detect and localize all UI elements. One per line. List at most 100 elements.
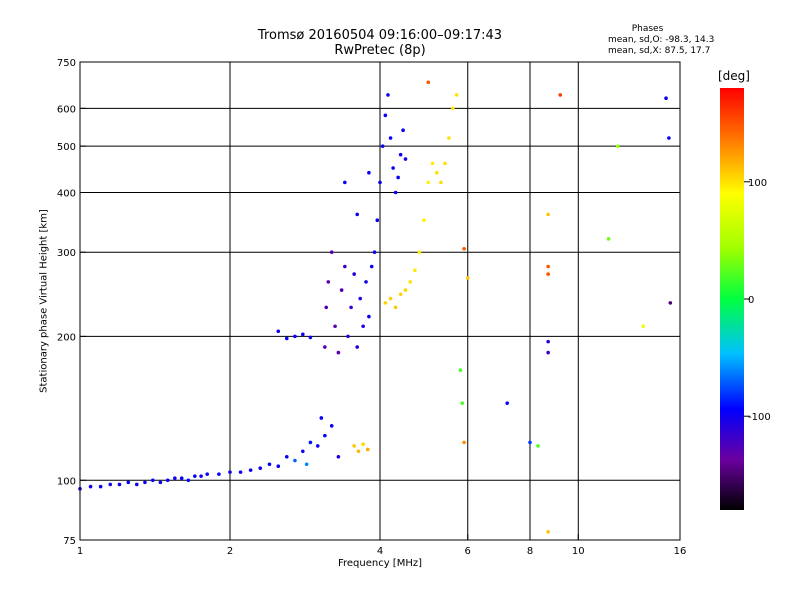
echo-point: [238, 470, 243, 474]
echo-point: [108, 482, 113, 487]
echo-point: [258, 466, 263, 470]
echo-point: [401, 128, 405, 132]
echo-point: [380, 144, 385, 148]
echo-point: [319, 416, 324, 420]
echo-point: [98, 484, 103, 489]
echo-point: [528, 440, 532, 445]
phase-colorbar: [720, 88, 744, 510]
y-tick-label: 400: [57, 188, 76, 199]
echo-point: [393, 190, 398, 195]
echo-point: [315, 444, 320, 448]
echo-point: [352, 444, 356, 448]
y-tick-label: 750: [57, 58, 76, 69]
echo-point: [386, 93, 390, 97]
echo-point: [413, 268, 417, 273]
echo-point: [143, 480, 147, 485]
echo-point: [462, 440, 466, 445]
echo-point: [667, 136, 671, 140]
echo-point: [293, 334, 297, 339]
echo-point: [173, 476, 177, 481]
echo-point: [301, 332, 305, 337]
echo-point: [301, 449, 305, 454]
x-tick-label: 16: [674, 546, 687, 557]
echo-point: [199, 474, 203, 478]
echo-point: [439, 180, 443, 185]
echo-point: [151, 478, 155, 483]
echo-point: [372, 250, 377, 255]
echo-point: [343, 264, 347, 269]
x-tick-label: 8: [527, 546, 533, 557]
echo-point: [326, 280, 331, 284]
echo-point: [355, 212, 359, 217]
echo-point: [447, 136, 451, 140]
echo-point: [369, 264, 374, 269]
echo-point: [134, 482, 139, 487]
echo-point: [451, 106, 455, 111]
echo-point: [454, 93, 459, 97]
echo-point: [284, 454, 289, 459]
echo-point: [339, 288, 344, 292]
echo-point: [205, 472, 209, 476]
echo-point: [367, 170, 371, 175]
echo-point: [158, 480, 163, 485]
chart-subtitle: RwPretec (8p): [334, 43, 426, 58]
echo-point: [276, 329, 281, 334]
echo-point: [664, 96, 668, 100]
echo-point: [308, 440, 313, 445]
echo-point: [364, 280, 368, 284]
echo-point: [434, 170, 439, 175]
echo-point: [352, 272, 356, 276]
x-tick-label: 6: [465, 546, 471, 557]
echo-point: [308, 335, 313, 340]
echo-point: [126, 480, 131, 485]
echo-point: [546, 212, 550, 217]
x-tick-label: 1: [77, 546, 83, 557]
y-tick-label: 200: [57, 332, 76, 343]
echo-point: [398, 292, 403, 297]
echo-point: [546, 272, 550, 276]
echo-point: [558, 93, 563, 97]
echo-point: [375, 218, 380, 223]
echo-point: [422, 218, 426, 223]
echo-point: [465, 276, 470, 280]
echo-point: [293, 458, 297, 463]
echo-point: [329, 424, 334, 428]
echo-point: [546, 530, 550, 534]
echo-point: [324, 305, 329, 310]
echo-point: [336, 454, 341, 459]
echo-point: [358, 296, 362, 301]
echo-point: [393, 305, 398, 310]
echo-point: [356, 449, 361, 454]
echo-point: [186, 478, 191, 483]
echo-point: [443, 161, 447, 166]
x-axis-label: Frequency [MHz]: [337, 558, 423, 569]
x-tick-label: 2: [227, 546, 233, 557]
x-tick-label: 10: [572, 546, 585, 557]
y-tick-label: 500: [57, 142, 76, 153]
phase-stats-o-mode: mean, sd,O: -98.3, 14.3: [608, 35, 715, 45]
echo-point: [284, 336, 289, 341]
echo-point: [355, 345, 359, 349]
echo-point: [361, 324, 365, 329]
echo-point: [430, 161, 435, 166]
echo-point: [462, 246, 466, 251]
echo-point: [546, 350, 550, 355]
echo-point: [343, 180, 347, 185]
x-tick-label: 4: [377, 546, 383, 557]
y-tick-label: 600: [57, 104, 76, 115]
echo-point: [165, 478, 170, 483]
echo-point: [329, 250, 334, 255]
echo-point: [333, 324, 337, 329]
phase-stats-title: Phases: [631, 24, 664, 34]
echo-point: [193, 474, 197, 478]
colorbar-tick-label: 0: [748, 295, 754, 306]
echo-point: [398, 152, 403, 157]
echo-point: [606, 237, 611, 241]
echo-point: [276, 464, 281, 469]
echo-point: [388, 296, 393, 301]
echo-point: [323, 433, 327, 438]
y-tick-label: 100: [57, 476, 76, 487]
echo-point: [383, 113, 388, 118]
echo-point: [349, 305, 353, 310]
